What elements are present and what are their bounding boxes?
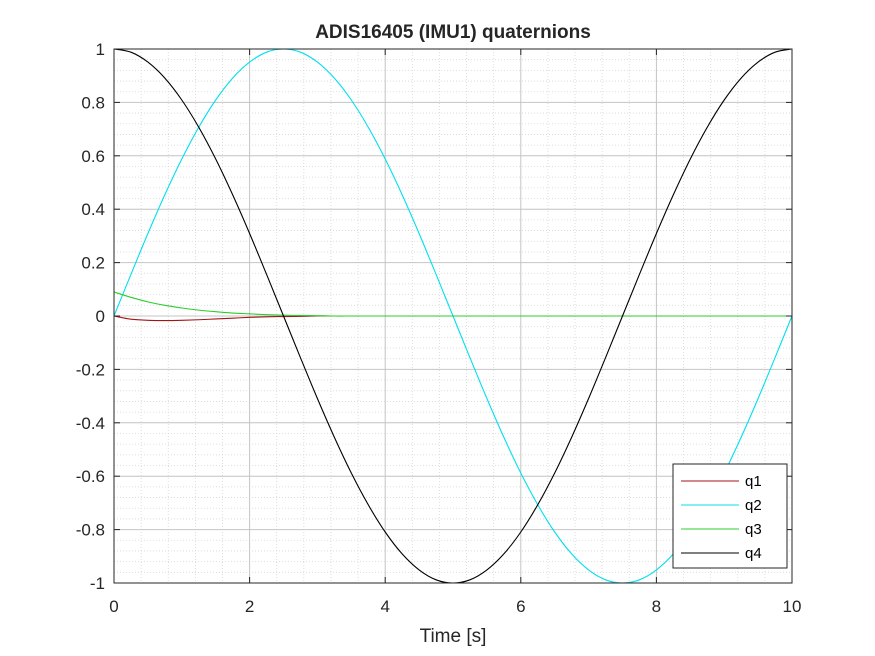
y-tick-label: 0.4 xyxy=(81,200,105,219)
legend: q1 q2 q3 q4 xyxy=(672,463,788,569)
x-tick-label: 6 xyxy=(516,597,525,616)
legend-label-q1: q1 xyxy=(745,473,762,490)
legend-label-q2: q2 xyxy=(745,497,762,514)
y-tick-label: -0.8 xyxy=(76,521,105,540)
y-tick-label: -0.2 xyxy=(76,360,105,379)
y-tick-label: 1 xyxy=(96,40,105,59)
legend-label-q3: q3 xyxy=(745,521,762,538)
series-line-q3 xyxy=(113,291,792,317)
x-tick-label: 4 xyxy=(380,597,389,616)
y-tick-labels: -1 -0.8 -0.6 -0.4 -0.2 0 0.2 0.4 0.6 0.8 1 xyxy=(76,40,105,593)
y-tick-label: -1 xyxy=(90,574,105,593)
y-tick-label: 0.8 xyxy=(81,93,105,112)
x-tick-label: 10 xyxy=(783,597,802,616)
y-tick-label: 0.6 xyxy=(81,147,105,166)
x-axis-label: Time [s] xyxy=(420,626,487,647)
x-tick-label: 8 xyxy=(652,597,661,616)
legend-box xyxy=(672,463,788,569)
x-tick-label: 0 xyxy=(109,597,118,616)
x-tick-label: 2 xyxy=(245,597,254,616)
y-tick-label: 0 xyxy=(96,307,105,326)
chart-title: ADIS16405 (IMU1) quaternions xyxy=(315,22,591,43)
y-tick-label: -0.4 xyxy=(76,414,105,433)
legend-label-q4: q4 xyxy=(745,545,762,562)
y-tick-label: 0.2 xyxy=(81,254,105,273)
x-tick-labels: 0 2 4 6 8 10 xyxy=(109,597,801,616)
y-tick-label: -0.6 xyxy=(76,467,105,486)
